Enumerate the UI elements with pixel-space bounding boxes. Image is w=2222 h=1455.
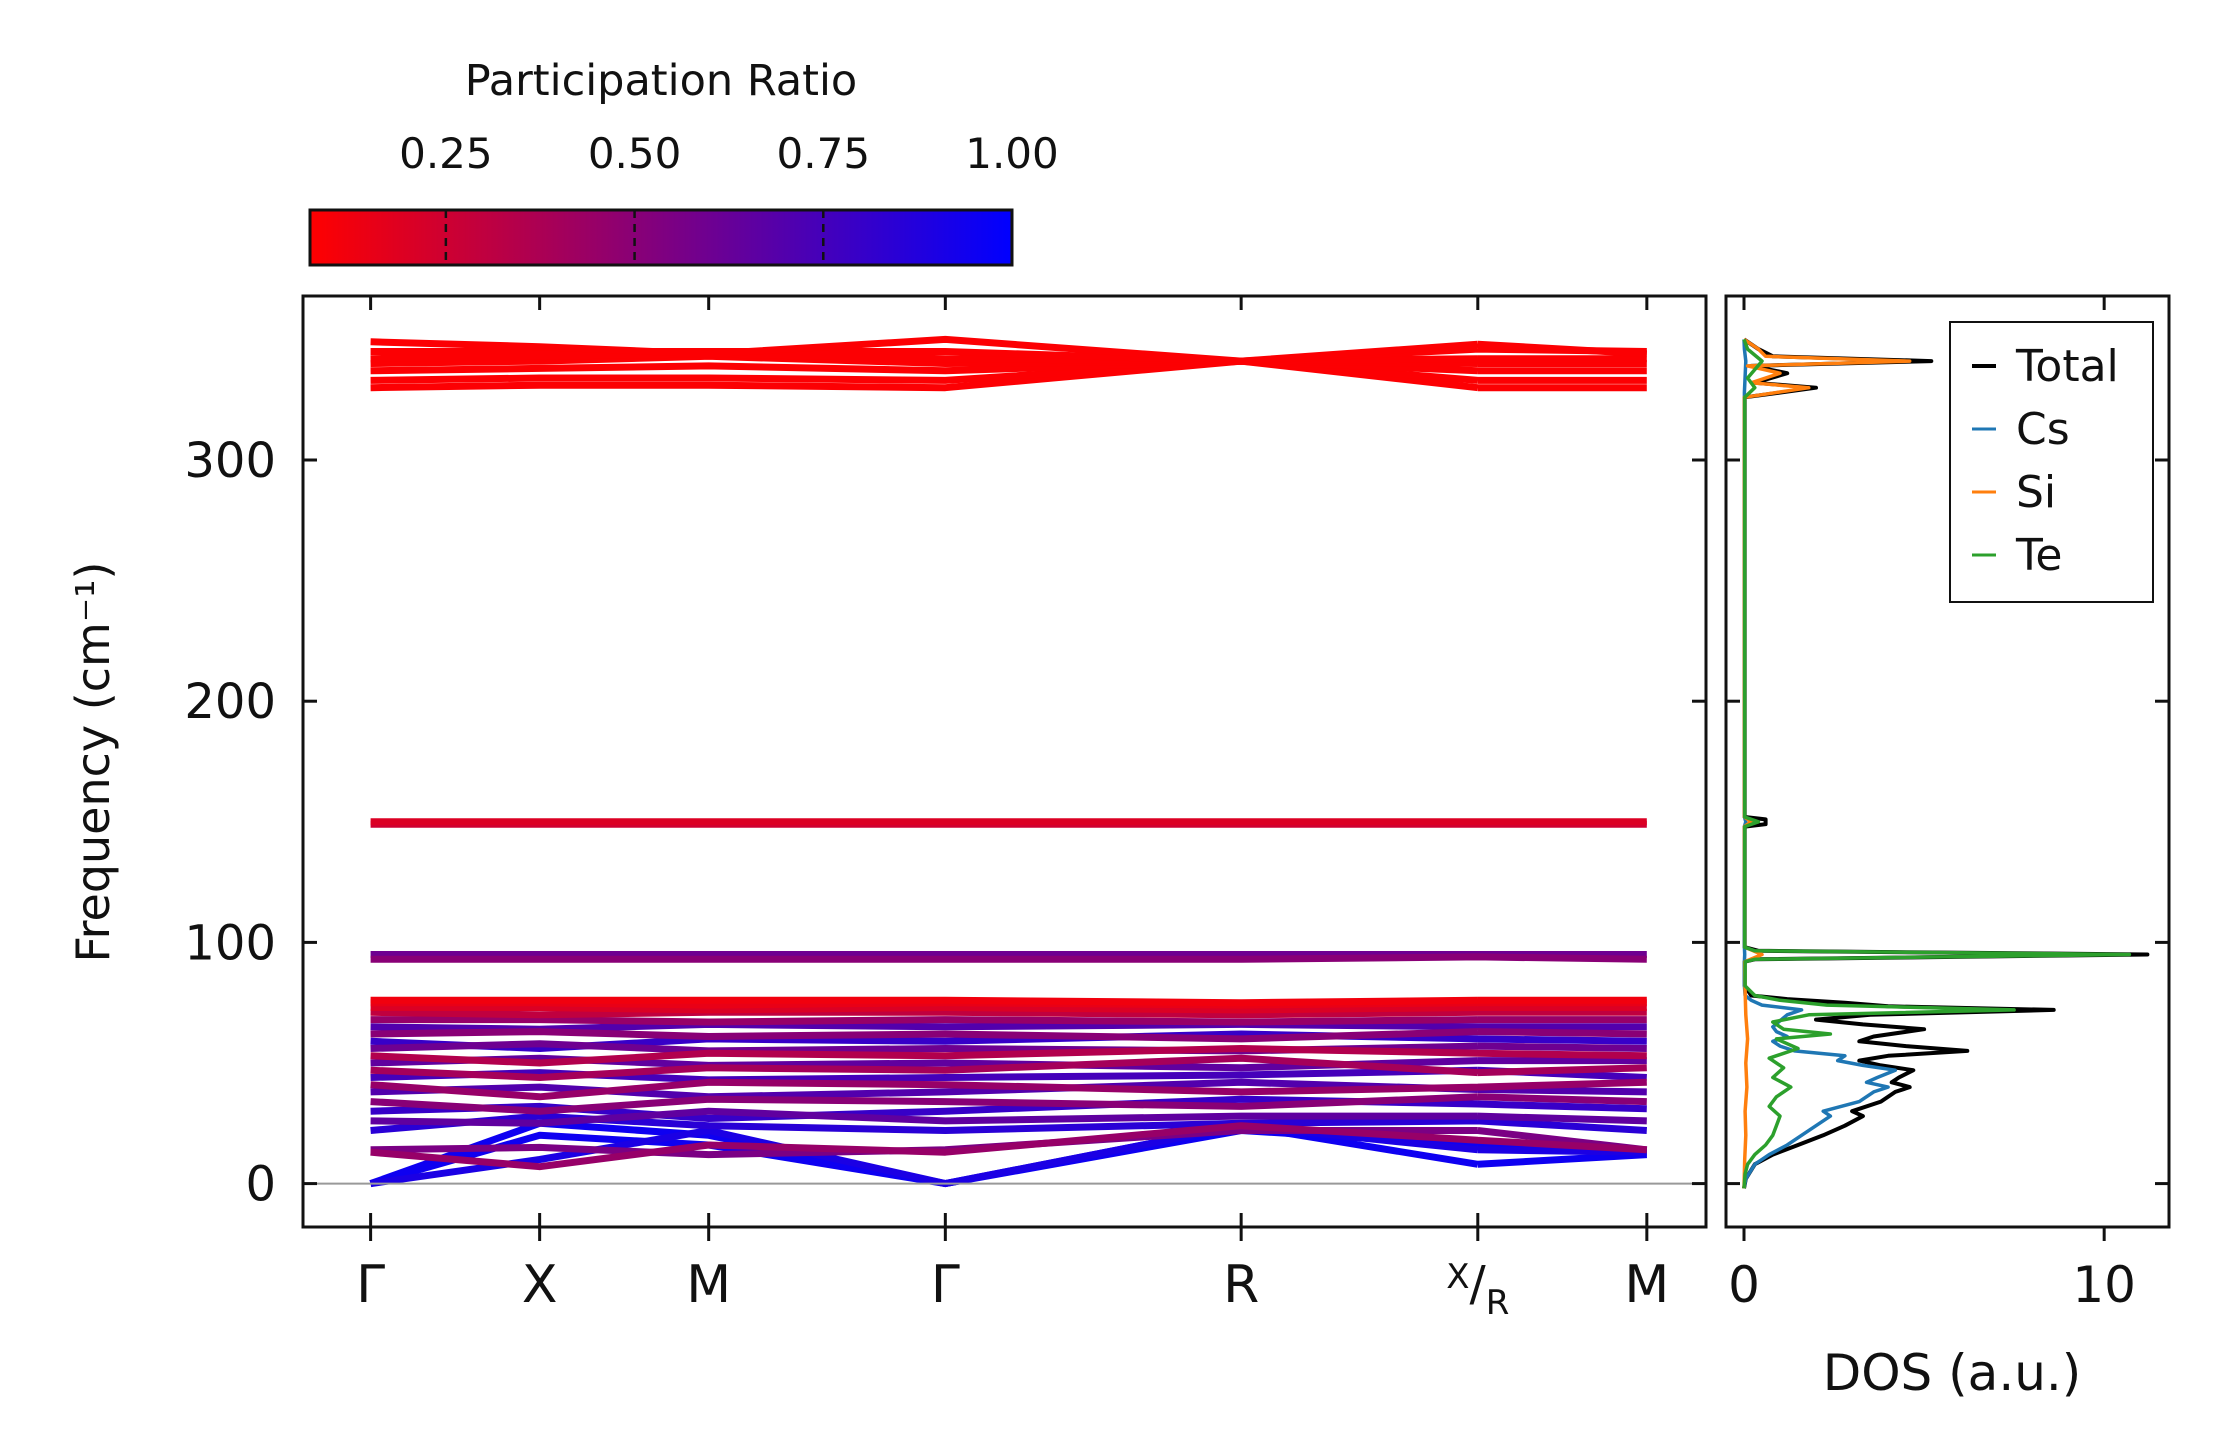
band-line [370,1078,1647,1101]
band-line [370,1045,1647,1067]
band-structure-panel: 0 100 200 300 Γ X M Γ R X/R M Frequency (cm⁻¹) [66,294,1708,1323]
band-x-tick-label: M [686,1255,731,1315]
colorbar-tick-label: 1.00 [965,129,1059,178]
dos-line-te [1742,338,2132,1189]
colorbar-tick-label: 0.75 [777,129,871,178]
colorbar-tick-label: 0.50 [588,129,682,178]
band-plot-frame [301,294,1708,1229]
y-axis-label: Frequency (cm⁻¹) [66,562,120,963]
band-x-tick-label: Γ [356,1255,385,1315]
legend-label: Si [2016,467,2056,518]
colorbar-tick-label: 0.25 [399,129,493,178]
band-line [370,1112,1647,1134]
band-line [370,1078,1647,1101]
colorbar: Participation Ratio 0.25 0.50 0.75 1.00 [308,56,1059,267]
dos-x-tick-label: 0 [1728,1256,1760,1314]
band-x-tick-label: X [522,1255,558,1315]
band-line [370,1093,1647,1115]
colorbar-ticks [444,210,825,265]
legend: Total Cs Si Te [1949,321,2154,603]
legend-label: Total [2015,341,2119,392]
colorbar-tick-labels: 0.25 0.50 0.75 1.00 [399,129,1059,178]
band-y-tick-label: 100 [184,915,276,971]
band-x-tick-label: X/R [1446,1256,1509,1323]
band-y-tick-label: 0 [245,1157,276,1213]
band-line [370,996,1647,1007]
dos-panel: 0 10 DOS (a.u.) Total Cs Si Te [1724,294,2171,1402]
dos-x-tick-label: 10 [2072,1256,2136,1314]
band-y-ticks: 0 100 200 300 [184,433,1706,1213]
band-line [370,1107,1647,1127]
dos-line-si [1742,337,1912,1189]
dos-plot-frame [1724,294,2171,1229]
band-line [370,1028,1647,1043]
dos-lines [1742,337,2150,1189]
band-y-tick-label: 200 [184,674,276,730]
dos-x-axis-label: DOS (a.u.) [1823,1344,2082,1402]
band-line [370,1054,1647,1081]
colorbar-gradient [308,208,1014,267]
band-line [370,1016,1647,1026]
legend-entries: Total Cs Si Te [1972,341,2119,581]
dos-line-cs [1742,339,1898,1189]
band-x-tick-label: Γ [931,1255,960,1315]
band-line [370,335,1648,365]
band-y-tick-label: 300 [184,433,276,489]
colorbar-title: Participation Ratio [465,56,858,106]
band-lines [369,335,1648,1188]
band-x-ticks: Γ X M Γ R X/R M [356,296,1669,1323]
band-line [370,953,1647,963]
legend-label: Te [2015,530,2062,581]
band-line [370,1020,1647,1033]
band-x-tick-label: R [1223,1255,1259,1315]
band-line [370,1122,1647,1171]
band-line [370,1004,1647,1014]
legend-label: Cs [2016,404,2070,455]
band-line [370,1008,1647,1019]
dos-ticks: 0 10 [1726,296,2169,1314]
band-x-tick-label: M [1624,1255,1669,1315]
